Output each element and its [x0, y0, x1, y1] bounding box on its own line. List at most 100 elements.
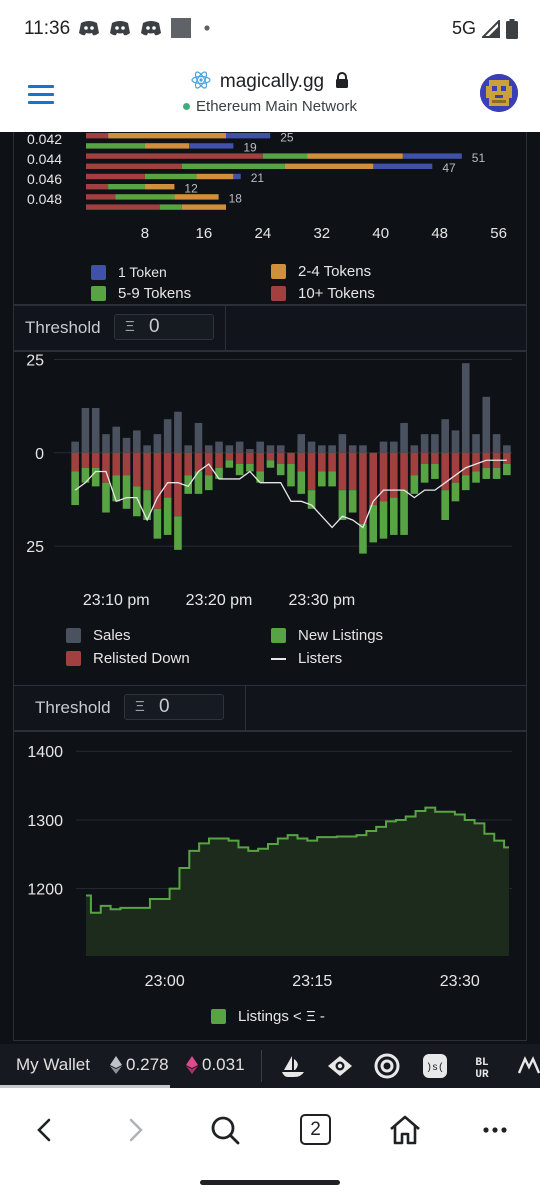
home-button[interactable]: [385, 1110, 425, 1150]
listings-chart-panel: [13, 731, 527, 1041]
depth-y-tick-label: 0.044: [27, 151, 62, 167]
depth-bar-total: 25: [280, 132, 294, 144]
eth-balance-value: 0.278: [126, 1055, 169, 1074]
x2y2-icon[interactable]: [374, 1053, 400, 1079]
activity-sales-bar: [215, 441, 223, 453]
menu-line: [28, 101, 54, 104]
depth-y-tick-label: 0.048: [27, 191, 62, 207]
activity-relisted-bar: [153, 452, 162, 509]
tabs-button[interactable]: 2: [296, 1110, 336, 1150]
legend-label: Listers: [298, 650, 343, 667]
depth-bar-segment: [307, 153, 403, 159]
listings-line: [86, 806, 509, 914]
activity-sales-bar: [431, 434, 439, 453]
home-indicator: [200, 1180, 340, 1185]
legend-swatch: [91, 264, 106, 280]
magic-eden-icon[interactable]: [516, 1053, 540, 1079]
more-options-icon[interactable]: [475, 1110, 515, 1150]
avatar[interactable]: [480, 74, 518, 112]
activity-new-listings-bar: [71, 471, 79, 506]
opensea-icon[interactable]: [280, 1053, 306, 1079]
activity-new-listings-bar: [328, 471, 336, 487]
legend-item-2-4-tokens[interactable]: 2-4 Tokens: [271, 263, 371, 280]
activity-relisted-bar: [503, 452, 511, 464]
depth-bar-segment: [284, 163, 374, 169]
threshold-input[interactable]: Ξ 0: [124, 694, 224, 720]
network-indicator: Ethereum Main Network: [0, 98, 540, 115]
activity-new-listings-bar: [81, 467, 90, 483]
svg-text:BL: BL: [475, 1057, 489, 1069]
scroll-indicator: [0, 1085, 170, 1088]
site-header: magically.gg Ethereum Main Network: [0, 60, 540, 132]
blur-icon[interactable]: BL UR: [469, 1053, 495, 1079]
listings-chart: 1400 1300 1200 23:00 23:15 23:30: [27, 744, 512, 990]
legend-item-listers[interactable]: Listers: [271, 650, 342, 667]
legend-swatch: [66, 628, 81, 643]
depth-bar-total: 51: [472, 151, 486, 165]
activity-new-listings-bar: [451, 482, 460, 502]
tab-count-box: 2: [300, 1114, 331, 1145]
battery-icon: [506, 18, 518, 39]
depth-bar-segment: [196, 173, 234, 180]
divider: [245, 686, 246, 730]
search-button[interactable]: [205, 1110, 245, 1150]
legend-item-5-9-tokens[interactable]: 5-9 Tokens: [91, 285, 191, 302]
sudoswap-icon[interactable]: )s(: [422, 1053, 448, 1079]
activity-sales-bar: [482, 396, 491, 453]
legend-item-relisted-down[interactable]: Relisted Down: [66, 650, 190, 667]
activity-relisted-bar: [194, 452, 203, 472]
activity-new-listings-bar: [297, 471, 306, 494]
back-button[interactable]: [25, 1110, 65, 1150]
listings-threshold-row: Threshold Ξ 0: [13, 685, 527, 731]
eth-symbol: Ξ: [135, 698, 145, 715]
legend-item-sales[interactable]: Sales: [66, 627, 131, 644]
looksrare-icon[interactable]: [327, 1053, 353, 1079]
activity-new-listings-bar: [318, 471, 326, 487]
activity-relisted-bar: [266, 452, 275, 461]
wallet-label[interactable]: My Wallet: [16, 1055, 90, 1074]
activity-sales-bar: [122, 437, 131, 453]
activity-sales-bar: [451, 430, 460, 453]
activity-sales-bar: [379, 441, 388, 453]
activity-relisted-bar: [410, 452, 419, 476]
activity-relisted-bar: [235, 452, 244, 464]
legend-item-listings[interactable]: Listings < Ξ -: [211, 1008, 325, 1025]
activity-relisted-bar: [122, 452, 131, 476]
depth-y-tick-label: 0.042: [27, 132, 62, 147]
depth-bar-segment: [86, 204, 160, 210]
activity-relisted-bar: [359, 452, 367, 524]
depth-x-tick-label: 24: [254, 225, 271, 242]
activity-new-listings-bar: [379, 501, 388, 539]
depth-x-tick-label: 40: [372, 225, 389, 242]
activity-new-listings-bar: [163, 497, 172, 535]
activity-new-listings-bar: [307, 490, 316, 509]
threshold-input[interactable]: Ξ 0: [114, 314, 214, 340]
depth-bar-segment: [144, 173, 197, 180]
legend-item-10-plus-tokens[interactable]: 10+ Tokens: [271, 285, 375, 302]
menu-line: [28, 85, 54, 88]
activity-sales-bar: [225, 445, 234, 453]
threshold-label: Threshold: [25, 318, 101, 337]
weth-balance-value: 0.031: [202, 1055, 245, 1074]
depth-x-tick-label: 32: [313, 225, 330, 242]
forward-button[interactable]: [115, 1110, 155, 1150]
hamburger-menu-button[interactable]: [28, 85, 54, 107]
depth-bar-total: 47: [442, 161, 456, 175]
legend-swatch: [271, 286, 286, 301]
legend-item-1-token[interactable]: 1 Token: [91, 264, 167, 280]
activity-relisted-bar: [461, 452, 470, 476]
activity-relisted-bar: [112, 452, 121, 476]
activity-relisted-bar: [369, 452, 378, 506]
depth-bar-segment: [262, 153, 308, 159]
depth-bar-segment: [86, 173, 145, 180]
depth-x-tick-label: 56: [490, 225, 507, 242]
site-title-row[interactable]: magically.gg: [0, 70, 540, 93]
legend-item-new-listings[interactable]: New Listings: [271, 627, 383, 644]
listings-legend: Listings < Ξ -: [0, 1006, 540, 1030]
status-right: 5G: [452, 18, 518, 39]
depth-chart-panel: [13, 132, 527, 305]
legend-swatch: [91, 286, 106, 301]
threshold-label: Threshold: [35, 698, 111, 717]
discord-icon: [141, 21, 161, 36]
